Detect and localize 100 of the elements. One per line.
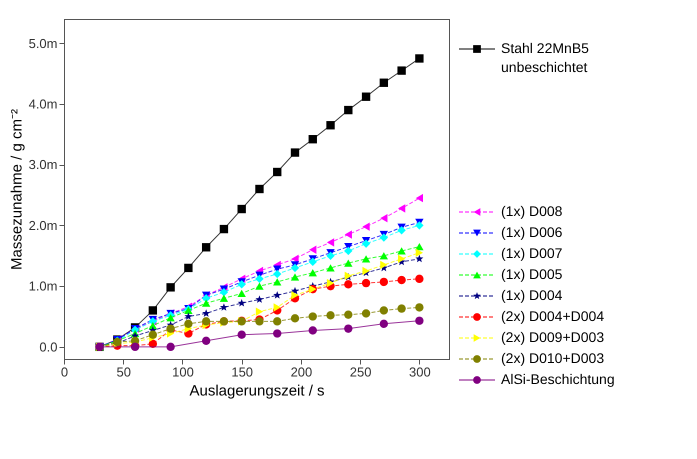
point [398,254,406,264]
point [415,54,424,63]
point [362,309,370,318]
point [148,306,158,315]
point [220,303,228,311]
point [166,314,175,322]
point [290,264,300,272]
point [291,254,299,264]
point [202,243,210,252]
point [397,304,406,313]
point [344,106,352,114]
point [309,246,316,254]
legend-label: (1x) D008 [501,203,563,219]
point [362,239,370,248]
y-tick-label: 2.0m [28,218,58,233]
x-tick-label: 100 [172,364,194,380]
legend-label: (1x) D006 [501,224,563,240]
point [274,303,281,312]
point [326,121,335,130]
point [344,280,352,288]
point [273,270,282,278]
x-tick-label: 150 [231,364,254,380]
legend-label: (1x) D004 [501,287,563,303]
point [220,288,228,296]
x-tick-label: 300 [409,364,431,380]
y-tick-label: 4.0m [28,96,58,112]
point [255,282,264,290]
point [238,330,246,339]
point [380,233,388,242]
point [326,311,335,320]
point [273,317,282,326]
point [290,148,300,157]
point [362,255,370,262]
point [326,264,335,272]
point [380,278,388,286]
legend-label: Stahl 22MnB5 unbeschichtet [501,40,590,75]
point [184,320,193,328]
point [202,317,210,326]
point [308,326,317,335]
point [344,324,352,333]
point [398,204,406,213]
point [380,260,388,270]
x-tick-label: 250 [350,364,372,380]
y-axis-title: Massezunahme / g cm⁻² [8,109,26,270]
point [344,259,352,267]
point [238,290,246,298]
point [415,243,424,250]
x-tick-label: 0 [60,364,68,380]
point [202,300,210,307]
point [202,294,210,302]
point [308,258,317,266]
legend-label: (2x) D010+D003 [501,350,604,366]
point [397,226,406,234]
point [380,252,388,260]
point [362,278,370,288]
point [416,194,424,202]
point [344,310,352,319]
point [308,312,317,321]
point [415,254,424,262]
point [290,273,300,281]
point [290,314,300,322]
point [380,306,388,315]
point [273,168,282,176]
point [255,274,264,284]
point [202,336,210,345]
point [326,238,334,247]
point [415,221,424,230]
point [184,264,193,272]
x-axis-title: Auslagerungszeit / s [189,382,325,400]
point [415,303,424,312]
point [291,291,299,300]
point [308,135,317,144]
point [380,214,388,222]
x-tick-label: 50 [116,364,131,380]
legend-label: (2x) D004+D004 [501,308,604,324]
point [380,78,388,87]
point [344,246,352,256]
point [380,320,388,328]
point [273,329,282,338]
point [273,291,282,299]
point [166,283,175,292]
x-tick-label: 200 [290,364,312,380]
point [202,309,210,317]
legend-label: (1x) D007 [501,245,563,261]
point [238,280,246,289]
point [397,66,406,75]
point [184,312,192,320]
point [415,316,424,325]
point [416,248,424,257]
point [148,330,158,339]
point [166,342,175,352]
point [362,92,370,101]
point [362,222,370,231]
y-tick-label: 5.0m [28,36,58,51]
point [238,204,246,214]
point [273,278,282,286]
point [220,294,228,302]
y-tick-label: 1.0m [28,278,58,294]
point [308,269,317,276]
point [397,276,406,284]
